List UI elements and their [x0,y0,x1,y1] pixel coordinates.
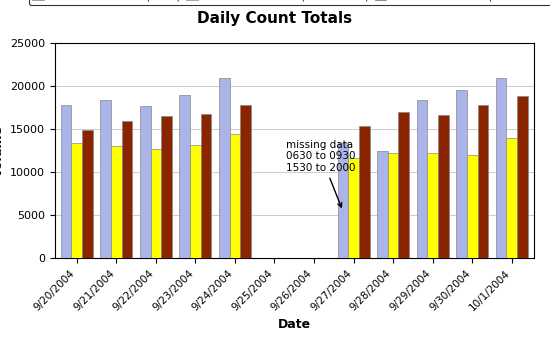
Bar [507,138,517,258]
Bar [72,143,82,258]
Bar [111,146,122,258]
Legend: Northbound US 131 (RTMS), Southbound US 131 (Tube Counts), Northbound US 131 (Tu: Northbound US 131 (RTMS), Southbound US … [29,0,550,5]
Bar [179,95,190,258]
Bar [60,105,72,258]
Bar [348,158,359,258]
Bar [398,112,409,258]
Bar [438,115,449,258]
Bar [100,100,111,258]
Bar [477,105,488,258]
Bar [161,116,172,258]
Text: Daily Count Totals: Daily Count Totals [197,11,353,26]
Bar [456,90,467,258]
Bar [140,106,151,258]
Y-axis label: Volume: Volume [0,125,4,177]
Bar [229,134,240,258]
Bar [377,151,388,258]
Bar [338,143,348,258]
Bar [82,130,93,258]
Bar [151,149,161,258]
Bar [219,78,229,258]
Bar [388,153,398,258]
Bar [467,155,477,258]
Bar [359,126,370,258]
Bar [190,145,201,258]
Bar [427,153,438,258]
X-axis label: Date: Date [278,318,311,331]
Bar [417,100,427,258]
Bar [201,114,211,258]
Bar [240,105,251,258]
Bar [122,121,133,258]
Bar [517,97,528,258]
Bar [496,78,507,258]
Text: missing data
0630 to 0930
1530 to 2000: missing data 0630 to 0930 1530 to 2000 [287,140,356,207]
